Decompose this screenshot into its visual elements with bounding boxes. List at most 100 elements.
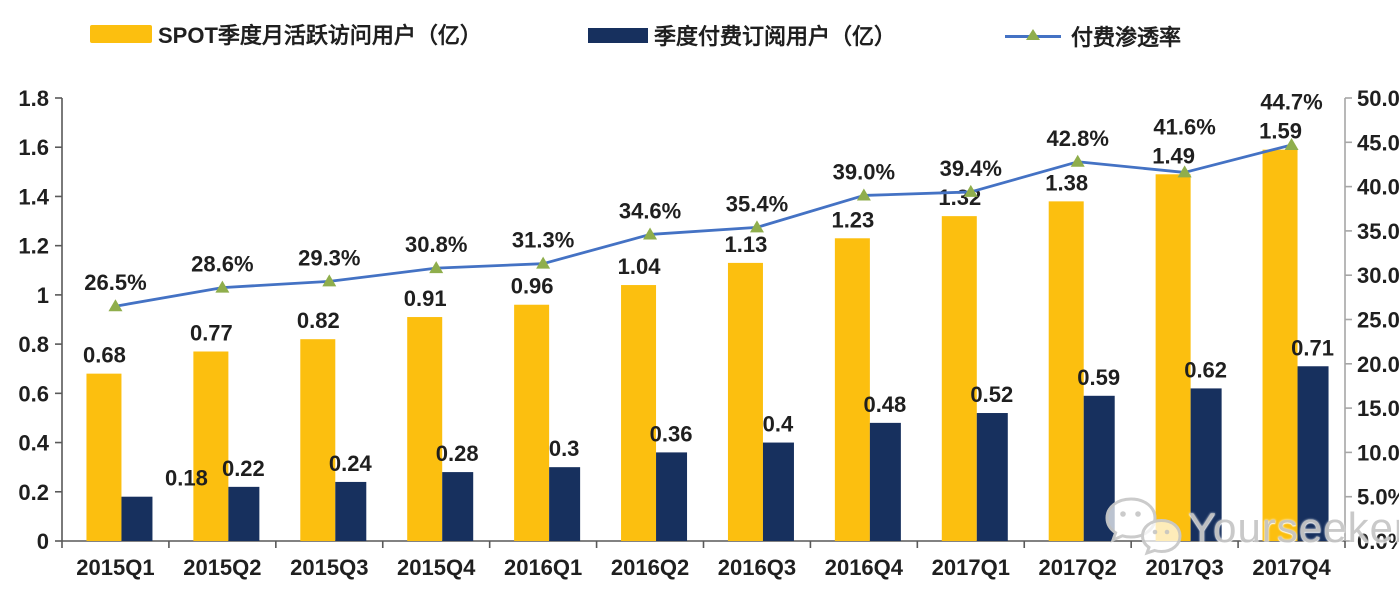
penetration-marker (856, 188, 871, 201)
mau-bar (514, 304, 550, 541)
chart-legend: SPOT季度月活跃访问用户（亿） 季度付费订阅用户（亿） 付费渗透率 (0, 0, 1399, 60)
left-axis-tick-label: 1.2 (18, 234, 49, 259)
penetration-marker (1284, 137, 1299, 150)
penetration-label: 29.3% (298, 245, 360, 270)
left-axis-tick-label: 1.4 (18, 184, 49, 209)
penetration-label: 28.6% (191, 252, 253, 277)
legend-item-subs: 季度付费订阅用户（亿） (588, 19, 896, 51)
mau-bar (834, 238, 870, 542)
right-axis-tick-label: 45.0% (1357, 130, 1399, 155)
right-axis-tick-label: 0.0% (1357, 529, 1399, 554)
mau-bar-label: 0.96 (511, 274, 554, 299)
legend-label-subs: 季度付费订阅用户（亿） (654, 24, 897, 49)
mau-bar (1262, 149, 1298, 541)
left-axis-tick-label: 0.4 (18, 431, 49, 456)
subs-bar-label: 0.3 (549, 436, 580, 461)
subs-bar (228, 486, 260, 541)
penetration-line (115, 143, 1292, 308)
mau-bar-label: 1.23 (831, 207, 874, 232)
subs-bar-label: 0.59 (1077, 365, 1120, 390)
subs-bar (656, 452, 688, 541)
penetration-line-swatch (1005, 28, 1061, 44)
subs-bar (442, 472, 474, 541)
subs-bar (549, 467, 581, 541)
subs-bar (762, 442, 794, 541)
subs-bar-label: 0.18 (165, 466, 208, 491)
penetration-label: 35.4% (726, 191, 788, 216)
mau-bar-label: 0.91 (404, 286, 447, 311)
penetration-marker (322, 274, 337, 287)
mau-bar-label: 1.38 (1045, 170, 1088, 195)
penetration-marker (108, 299, 123, 312)
mau-bar-swatch (90, 25, 152, 43)
penetration-label: 30.8% (405, 232, 467, 257)
penetration-marker (749, 220, 764, 233)
left-axis-tick-label: 1.8 (18, 86, 49, 111)
subs-bar (976, 413, 1008, 541)
right-axis-tick-label: 20.0% (1357, 352, 1399, 377)
mau-bar (941, 216, 977, 541)
penetration-marker (963, 184, 978, 197)
penetration-label: 44.7% (1260, 90, 1322, 115)
mau-bar-label: 0.68 (83, 343, 126, 368)
left-axis-tick-label: 0.2 (18, 480, 49, 505)
left-axis-tick-label: 1.6 (18, 135, 49, 160)
right-axis-tick-label: 10.0% (1357, 440, 1399, 465)
mau-bar (300, 339, 336, 541)
x-category-label: 2015Q1 (76, 555, 154, 580)
legend-item-penetration: 付费渗透率 (1005, 20, 1181, 52)
x-category-label: 2017Q2 (1039, 555, 1117, 580)
subs-bar-label: 0.71 (1291, 335, 1334, 360)
legend-label-penetration: 付费渗透率 (1071, 25, 1182, 50)
penetration-label: 39.0% (833, 159, 895, 184)
penetration-marker (429, 261, 444, 274)
subs-bar-label: 0.4 (763, 412, 794, 437)
penetration-label: 31.3% (512, 228, 574, 253)
penetration-marker (1177, 165, 1192, 178)
right-axis-tick-label: 40.0% (1357, 175, 1399, 200)
x-category-label: 2017Q1 (932, 555, 1010, 580)
subs-bar-label: 0.62 (1184, 357, 1227, 382)
mau-bar-label: 1.49 (1152, 143, 1195, 168)
left-axis-tick-label: 0.8 (18, 332, 49, 357)
x-category-label: 2015Q4 (397, 555, 476, 580)
subs-bar (1190, 388, 1222, 541)
penetration-marker (536, 256, 551, 269)
penetration-marker (643, 227, 658, 240)
right-axis-tick-label: 35.0% (1357, 219, 1399, 244)
penetration-label: 34.6% (619, 198, 681, 223)
mau-bar-label: 1.04 (618, 254, 662, 279)
subs-bar-label: 0.48 (863, 392, 906, 417)
right-axis-tick-label: 25.0% (1357, 308, 1399, 333)
right-axis-tick-label: 30.0% (1357, 263, 1399, 288)
subs-bar (121, 496, 153, 541)
x-category-label: 2016Q4 (825, 555, 904, 580)
x-category-label: 2017Q4 (1252, 555, 1331, 580)
mau-bar (727, 262, 763, 541)
subs-bar (1083, 395, 1115, 541)
subs-bar-label: 0.22 (222, 456, 265, 481)
mau-bar-label: 0.77 (190, 320, 233, 345)
left-axis-tick-label: 0.6 (18, 381, 49, 406)
mau-bar-label: 1.59 (1259, 119, 1302, 144)
mau-bar (86, 373, 122, 541)
mau-bar (621, 285, 657, 541)
x-category-label: 2016Q2 (611, 555, 689, 580)
subs-bar-label: 0.24 (329, 451, 373, 476)
penetration-label: 39.4% (940, 156, 1002, 181)
subs-bar (869, 422, 901, 541)
x-category-label: 2015Q2 (183, 555, 261, 580)
subs-bar (335, 481, 367, 541)
left-axis-tick-label: 1 (37, 283, 49, 308)
penetration-marker (215, 280, 230, 293)
penetration-marker-icon (1026, 29, 1040, 40)
mau-bar (1048, 201, 1084, 541)
penetration-label: 42.8% (1047, 126, 1109, 151)
mau-bar-label: 0.82 (297, 308, 340, 333)
subs-bar (1297, 366, 1329, 541)
x-category-label: 2017Q3 (1145, 555, 1223, 580)
mau-bar (1155, 174, 1191, 542)
right-axis-tick-label: 50.0% (1357, 86, 1399, 111)
x-category-label: 2015Q3 (290, 555, 368, 580)
